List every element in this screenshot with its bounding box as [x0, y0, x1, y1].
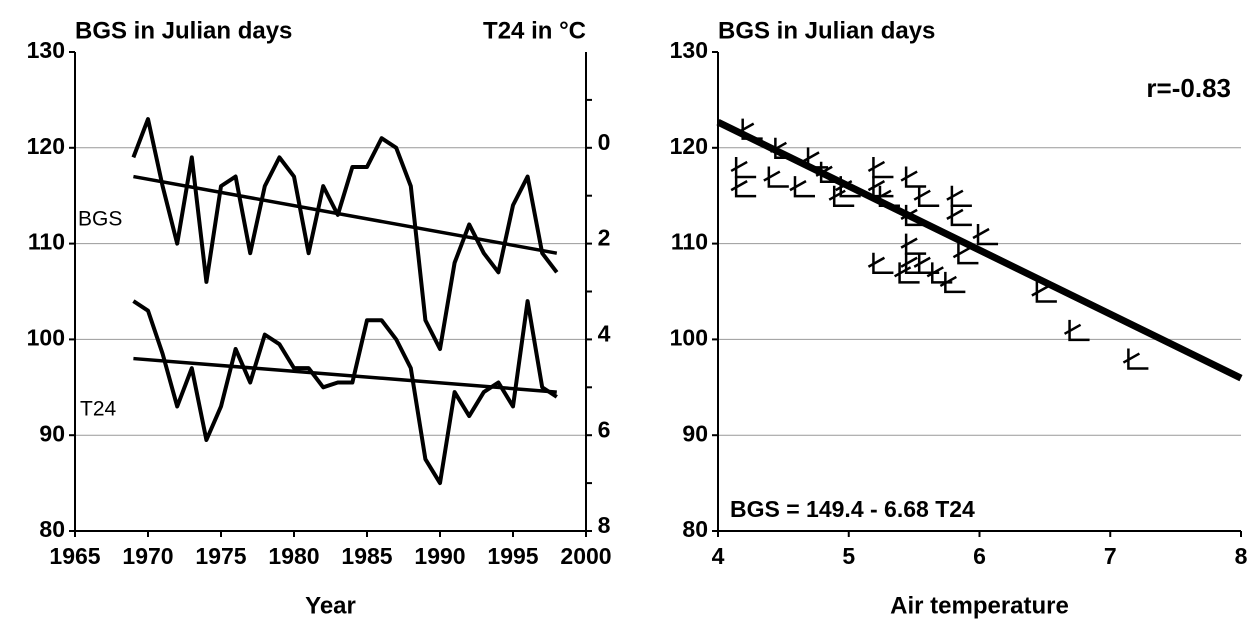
scatter-point [815, 161, 842, 183]
x-tick-label: 8 [1235, 543, 1248, 569]
trend-line [133, 356, 557, 394]
scatter-point [1031, 281, 1057, 303]
y2-axis-title: T24 in °C [483, 17, 586, 44]
scatter-point [893, 262, 920, 284]
scatter-point [952, 243, 979, 265]
y-tick-label: 120 [27, 133, 65, 159]
scatter-point [926, 262, 953, 284]
series-label: BGS [78, 208, 122, 231]
scatter-point [802, 147, 829, 169]
y-tick-label: 90 [39, 420, 65, 446]
y-axis-title: BGS in Julian days [75, 17, 292, 44]
scatter-point [946, 204, 972, 227]
scatter-point [1122, 348, 1149, 370]
y-tick-label: 100 [670, 324, 708, 350]
scatter-point [730, 176, 757, 198]
scatter-point [730, 156, 757, 179]
chart-panel: 80 90 100 110 120 130 4 5 6 7 8 BGS in Julian days A… [670, 17, 1248, 619]
y2-tick-label: 0 [598, 129, 611, 155]
scatter-point [913, 252, 940, 275]
y-tick-label: 80 [39, 516, 65, 542]
y-tick-label: 130 [27, 37, 65, 63]
x-tick-label: 5 [842, 543, 855, 569]
scatter-point [789, 176, 815, 198]
x-tick-label: 1995 [487, 543, 538, 569]
scatter-point [1063, 319, 1090, 342]
x-tick-label: 1970 [122, 543, 173, 569]
series-label: T24 [80, 398, 117, 421]
x-tick-label: 7 [1104, 543, 1117, 569]
trend-line [133, 174, 558, 255]
scatter-point [913, 185, 940, 207]
scatter-point [737, 118, 763, 140]
y2-tick-label: 6 [598, 416, 611, 442]
x-tick-label: 1965 [49, 543, 100, 569]
scatter-point [900, 233, 927, 255]
x-tick-label: 1990 [414, 543, 465, 569]
y2-tick-label: 4 [598, 320, 611, 346]
scatter-point [835, 176, 861, 198]
y2-tick-label: 2 [598, 225, 611, 251]
y-tick-label: 110 [671, 229, 708, 255]
x-tick-label: 2000 [560, 543, 611, 569]
scatter-point [867, 156, 894, 179]
scatter-point [900, 166, 927, 188]
x-tick-label: 1985 [341, 543, 392, 569]
data-line [132, 299, 558, 486]
x-tick-label: 4 [712, 543, 725, 569]
scatter-point [763, 166, 789, 188]
x-axis-title: Air temperature [890, 592, 1069, 619]
x-tick-label: 1980 [268, 543, 319, 569]
scatter-point [946, 185, 972, 207]
y-tick-label: 110 [28, 229, 65, 255]
annotation: r=-0.83 [1146, 73, 1231, 103]
regression-line [716, 118, 1243, 382]
y-tick-label: 100 [27, 324, 65, 350]
y2-tick-label: 8 [598, 512, 611, 538]
y-tick-label: 90 [682, 420, 708, 446]
annotation: BGS = 149.4 - 6.68 T24 [730, 496, 975, 522]
y-axis-title: BGS in Julian days [718, 17, 935, 44]
x-axis-title: Year [305, 592, 356, 619]
scatter-point [972, 224, 999, 246]
scatter-point [769, 137, 796, 160]
y-tick-label: 80 [682, 516, 708, 542]
scatter-point [867, 252, 894, 275]
data-line [131, 117, 559, 351]
x-tick-label: 1975 [195, 543, 246, 569]
scatter-point [874, 185, 900, 207]
scatter-point [939, 271, 966, 294]
y-tick-label: 130 [670, 37, 708, 63]
scatter-point [900, 204, 927, 227]
x-tick-label: 6 [973, 543, 986, 569]
scatter-point [867, 176, 894, 198]
scatter-point [828, 185, 855, 207]
y-tick-label: 120 [670, 133, 708, 159]
